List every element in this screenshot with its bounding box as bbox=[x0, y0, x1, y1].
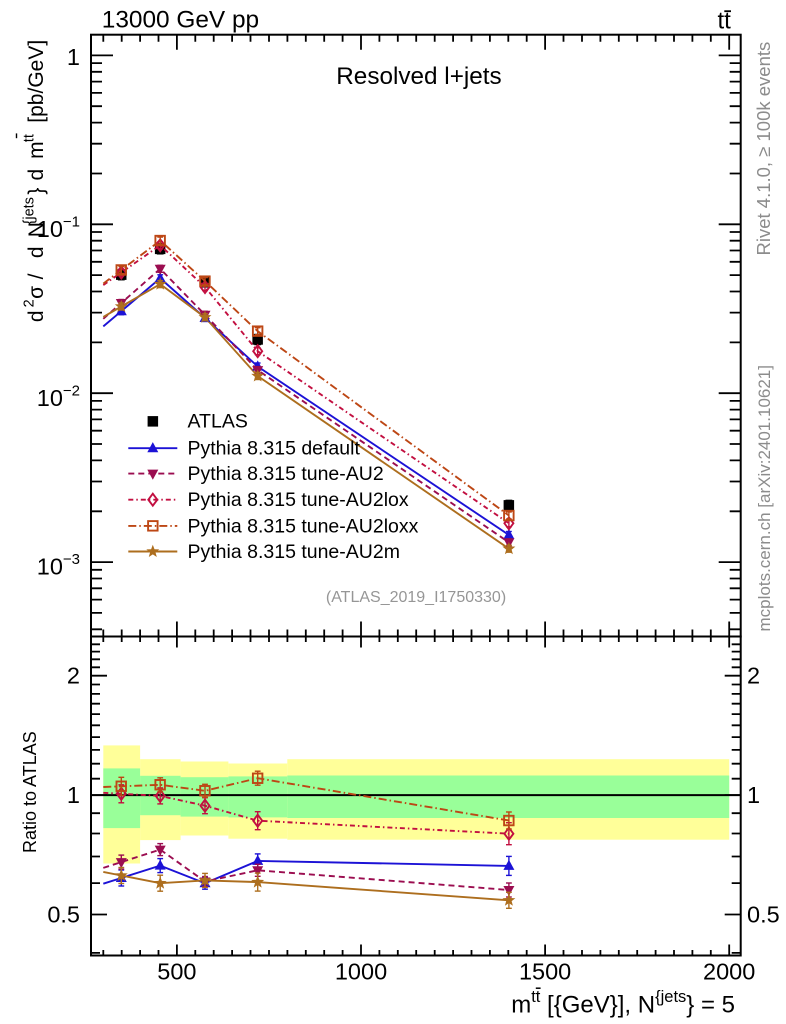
svg-text:2: 2 bbox=[67, 663, 80, 689]
svg-text:Pythia 8.315 tune-AU2loxx: Pythia 8.315 tune-AU2loxx bbox=[188, 515, 419, 537]
svg-text:Pythia 8.315 tune-AU2: Pythia 8.315 tune-AU2 bbox=[188, 463, 384, 485]
svg-text:Pythia 8.315 tune-AU2m: Pythia 8.315 tune-AU2m bbox=[188, 541, 400, 563]
svg-text:0.5: 0.5 bbox=[747, 902, 780, 928]
svg-text:2: 2 bbox=[747, 663, 760, 689]
svg-text:500: 500 bbox=[157, 958, 196, 984]
svg-text:0.5: 0.5 bbox=[47, 902, 80, 928]
svg-text:1: 1 bbox=[67, 782, 80, 808]
svg-text:(ATLAS_2019_I1750330): (ATLAS_2019_I1750330) bbox=[326, 589, 506, 606]
svg-text:1: 1 bbox=[747, 782, 760, 808]
svg-text:d2σ/dN{jets}dmtt[pb/GeV]: d2σ/dN{jets}dmtt[pb/GeV] bbox=[22, 40, 49, 322]
svg-text:1000: 1000 bbox=[335, 958, 387, 984]
svg-text:13000 GeV pp: 13000 GeV pp bbox=[102, 7, 259, 34]
svg-text:mcplots.cern.ch [arXiv:2401.10: mcplots.cern.ch [arXiv:2401.10621] bbox=[755, 365, 774, 631]
svg-text:Rivet 4.1.0, ≥ 100k events: Rivet 4.1.0, ≥ 100k events bbox=[753, 42, 774, 256]
svg-text:1500: 1500 bbox=[519, 958, 571, 984]
svg-text:Ratio to ATLAS: Ratio to ATLAS bbox=[20, 731, 40, 853]
svg-text:Resolved l+jets: Resolved l+jets bbox=[336, 63, 501, 90]
svg-text:ATLAS: ATLAS bbox=[188, 411, 248, 433]
svg-text:mtt [{GeV}], N{jets} = 5: mtt [{GeV}], N{jets} = 5 bbox=[511, 988, 735, 1019]
svg-text:tt: tt bbox=[718, 8, 732, 35]
svg-text:1: 1 bbox=[67, 44, 80, 70]
svg-text:2000: 2000 bbox=[703, 958, 755, 984]
svg-text:Pythia 8.315 tune-AU2lox: Pythia 8.315 tune-AU2lox bbox=[188, 489, 409, 511]
svg-text:Pythia 8.315 default: Pythia 8.315 default bbox=[188, 438, 361, 460]
